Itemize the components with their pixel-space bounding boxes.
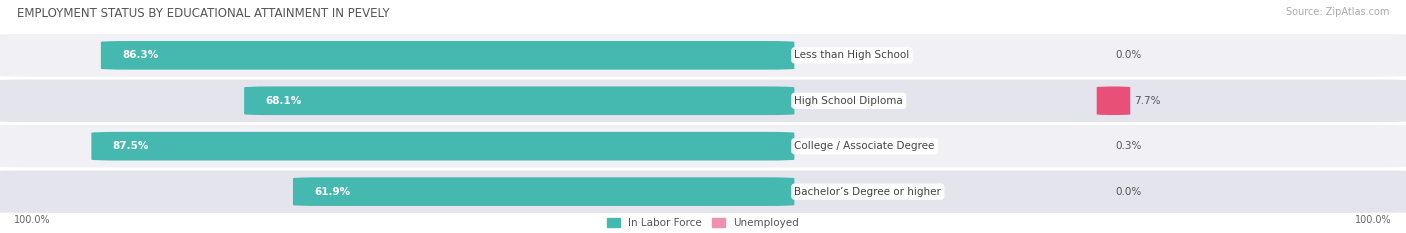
Text: 61.9%: 61.9% (314, 187, 350, 197)
Text: 7.7%: 7.7% (1135, 96, 1161, 106)
FancyBboxPatch shape (292, 177, 794, 206)
Text: EMPLOYMENT STATUS BY EDUCATIONAL ATTAINMENT IN PEVELY: EMPLOYMENT STATUS BY EDUCATIONAL ATTAINM… (17, 7, 389, 20)
Text: Less than High School: Less than High School (794, 50, 910, 60)
FancyBboxPatch shape (0, 79, 1406, 123)
Text: Bachelor’s Degree or higher: Bachelor’s Degree or higher (794, 187, 941, 197)
Text: Source: ZipAtlas.com: Source: ZipAtlas.com (1285, 7, 1389, 17)
Text: 0.0%: 0.0% (1115, 187, 1142, 197)
Text: College / Associate Degree: College / Associate Degree (794, 141, 935, 151)
Text: 100.0%: 100.0% (14, 215, 51, 225)
Text: High School Diploma: High School Diploma (794, 96, 903, 106)
FancyBboxPatch shape (0, 169, 1406, 214)
Text: 87.5%: 87.5% (112, 141, 149, 151)
Legend: In Labor Force, Unemployed: In Labor Force, Unemployed (607, 218, 799, 228)
Text: 0.3%: 0.3% (1116, 141, 1142, 151)
FancyBboxPatch shape (101, 41, 794, 70)
FancyBboxPatch shape (91, 132, 794, 161)
Text: 100.0%: 100.0% (1355, 215, 1392, 225)
FancyBboxPatch shape (0, 124, 1406, 168)
FancyBboxPatch shape (0, 33, 1406, 78)
Text: 86.3%: 86.3% (122, 50, 159, 60)
FancyBboxPatch shape (245, 86, 794, 115)
Text: 68.1%: 68.1% (266, 96, 301, 106)
Text: 0.0%: 0.0% (1115, 50, 1142, 60)
FancyBboxPatch shape (1097, 86, 1130, 115)
